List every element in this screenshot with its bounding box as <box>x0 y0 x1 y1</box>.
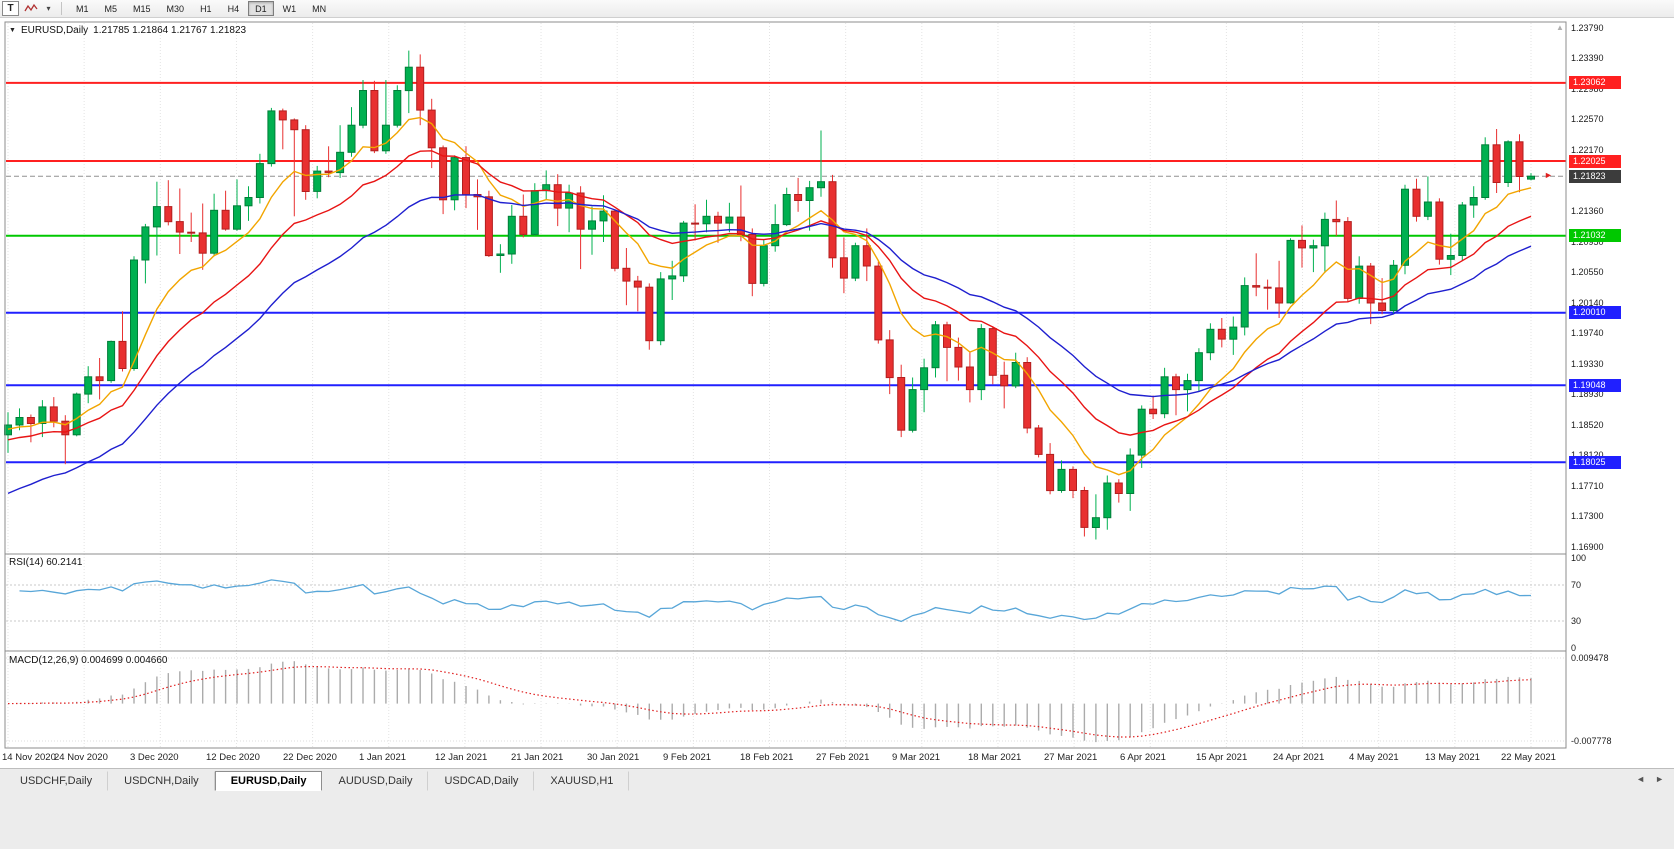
timeframe-m15-button[interactable]: M15 <box>126 1 158 16</box>
macd-layer <box>6 657 1566 743</box>
tab-usdchf-daily[interactable]: USDCHF,Daily <box>4 771 109 791</box>
rsi-layer <box>6 579 1566 623</box>
line-study-button[interactable] <box>21 1 41 16</box>
grid-layer <box>7 23 1532 747</box>
pane-frame-layer <box>4 21 1567 749</box>
tab-scroll-arrows: ◄ ► <box>1636 774 1664 784</box>
tabs-scroll-right-button[interactable]: ► <box>1655 774 1664 784</box>
timeframe-toolbar: M1 M5 M15 M30 H1 H4 D1 W1 MN <box>69 1 333 16</box>
horizontal-lines-layer <box>6 81 1566 464</box>
candles-layer <box>4 50 1535 540</box>
text-tool-button[interactable]: T <box>2 1 19 16</box>
ma-slow <box>7 194 1532 495</box>
tab-usdcad-daily[interactable]: USDCAD,Daily <box>428 771 535 791</box>
zigzag-icon <box>24 3 38 12</box>
chevron-down-icon: ▾ <box>46 4 51 13</box>
tab-xauusd-h1[interactable]: XAUUSD,H1 <box>534 771 630 791</box>
timeframe-m1-button[interactable]: M1 <box>69 1 96 16</box>
symbol-period-label: EURUSD,Daily <box>20 25 89 36</box>
timeframe-w1-button[interactable]: W1 <box>276 1 304 16</box>
scroll-up-icon[interactable]: ▲ <box>1556 23 1564 32</box>
macd-indicator-label: MACD(12,26,9) 0.004699 0.004660 <box>9 655 168 666</box>
tab-eurusd-daily[interactable]: EURUSD,Daily <box>214 771 323 791</box>
toolbar-separator <box>61 2 62 15</box>
moving-averages-layer <box>7 116 1532 495</box>
ma-fast <box>7 116 1532 476</box>
chart-tabs: USDCHF,Daily USDCNH,Daily EURUSD,Daily AUDU… <box>4 771 630 791</box>
tabs-scroll-left-button[interactable]: ◄ <box>1636 774 1646 784</box>
candlestick-chart[interactable] <box>0 0 1674 770</box>
chart-title: ▼ EURUSD,Daily 1.21785 1.21864 1.21767 1… <box>9 25 246 36</box>
timeframe-d1-button[interactable]: D1 <box>248 1 274 16</box>
ohlc-quote-label: 1.21785 1.21864 1.21767 1.21823 <box>93 25 247 36</box>
tab-usdcnh-daily[interactable]: USDCNH,Daily <box>108 771 215 791</box>
ma-mid <box>7 150 1532 441</box>
timeframe-mn-button[interactable]: MN <box>305 1 333 16</box>
top-toolbar: T ▾ M1 M5 M15 M30 H1 H4 D1 W1 MN <box>0 0 1674 18</box>
line-study-dropdown-button[interactable]: ▾ <box>43 1 54 16</box>
chart-dropdown-icon[interactable]: ▼ <box>9 27 16 34</box>
tab-audusd-daily[interactable]: AUDUSD,Daily <box>322 771 429 791</box>
timeframe-h4-button[interactable]: H4 <box>221 1 247 16</box>
bottom-band: USDCHF,Daily USDCNH,Daily EURUSD,Daily AUDU… <box>0 768 1674 849</box>
rsi-indicator-label: RSI(14) 60.2141 <box>9 557 83 568</box>
timeframe-m5-button[interactable]: M5 <box>98 1 125 16</box>
timeframe-m30-button[interactable]: M30 <box>160 1 192 16</box>
timeframe-h1-button[interactable]: H1 <box>193 1 219 16</box>
